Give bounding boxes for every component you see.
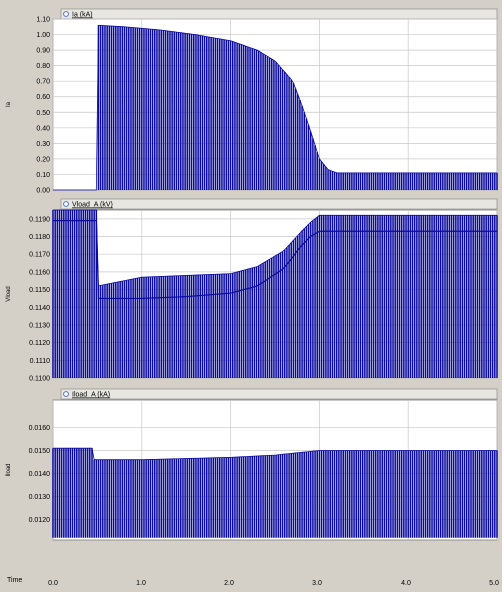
legend-box (61, 9, 497, 19)
legend-marker-icon (64, 12, 69, 17)
legend-box (61, 389, 497, 399)
y-tick-label: 1.00 (36, 32, 50, 39)
y-tick-label: 0.1130 (29, 322, 50, 329)
y-tick-label: 1.10 (36, 17, 50, 24)
legend-marker-icon (64, 202, 69, 207)
x-axis-label: Time (7, 577, 22, 584)
y-tick-label: 0.1180 (29, 234, 50, 241)
x-tick-label: 4.0 (401, 580, 411, 587)
y-tick-label: 0.1110 (30, 358, 50, 365)
y-tick-label: 0.0120 (29, 517, 51, 524)
y-tick-label: 0.20 (36, 156, 50, 163)
y-tick-label: 0.1190 (29, 216, 50, 223)
x-tick-label: 5.0 (489, 580, 499, 587)
x-tick-label: 3.0 (312, 580, 322, 587)
y-tick-label: 0.1170 (29, 252, 50, 259)
y-tick-label: 0.0160 (29, 425, 51, 432)
y-tick-label: 0.1120 (29, 340, 50, 347)
series-vertical-label: Ia (6, 101, 12, 107)
y-tick-label: 0.00 (36, 188, 50, 195)
series-vertical-label: Iload (6, 463, 12, 476)
y-tick-label: 0.10 (36, 172, 50, 179)
y-tick-label: 0.70 (36, 79, 50, 86)
x-tick-label: 1.0 (136, 580, 146, 587)
y-tick-label: 0.1150 (29, 287, 50, 294)
legend-box (61, 199, 497, 209)
y-tick-label: 0.60 (36, 94, 50, 101)
y-tick-label: 0.30 (36, 141, 50, 148)
y-tick-label: 0.90 (36, 48, 50, 55)
x-tick-label: 0.0 (48, 580, 58, 587)
legend-label: Iload_A (kA) (72, 392, 110, 399)
y-tick-label: 0.1160 (29, 269, 50, 276)
y-tick-label: 0.1100 (29, 376, 50, 383)
legend-marker-icon (64, 392, 69, 397)
y-tick-label: 0.0140 (29, 471, 51, 478)
x-tick-label: 2.0 (224, 580, 234, 587)
y-tick-label: 0.40 (36, 125, 50, 132)
series-vertical-label: Vload (6, 286, 12, 301)
y-tick-label: 0.1140 (29, 305, 50, 312)
y-tick-label: 0.0150 (29, 448, 51, 455)
y-tick-label: 0.0130 (29, 494, 51, 501)
y-tick-label: 0.50 (36, 110, 50, 117)
legend-label: Ia (kA) (72, 12, 93, 19)
y-tick-label: 0.80 (36, 63, 50, 70)
legend-label: Vload_A (kV) (72, 202, 113, 209)
